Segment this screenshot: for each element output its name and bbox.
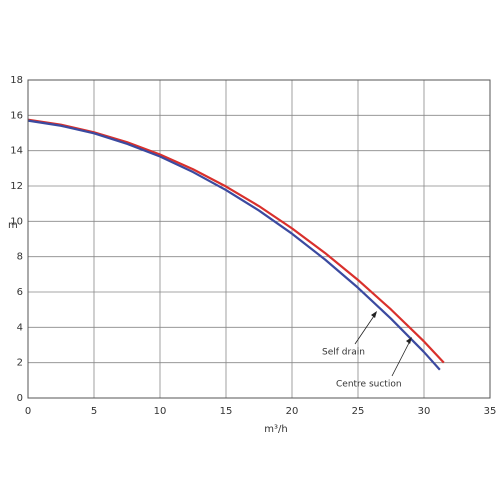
y-tick-label: 4 bbox=[17, 322, 23, 333]
x-tick-label: 30 bbox=[418, 406, 431, 417]
y-tick-label: 6 bbox=[17, 287, 23, 298]
x-axis-label: m³/h bbox=[264, 424, 287, 435]
series-line bbox=[27, 118, 445, 364]
y-tick-label: 12 bbox=[10, 181, 23, 192]
y-tick-label: 18 bbox=[10, 75, 23, 86]
x-tick-label: 5 bbox=[91, 406, 97, 417]
y-axis-label: m bbox=[8, 220, 18, 231]
y-tick-label: 8 bbox=[17, 252, 23, 263]
y-tick-label: 2 bbox=[17, 358, 23, 369]
x-tick-label: 0 bbox=[25, 406, 31, 417]
grid bbox=[27, 79, 491, 399]
x-tick-label: 15 bbox=[220, 406, 233, 417]
arrow-head bbox=[406, 337, 412, 344]
series-line bbox=[27, 119, 441, 371]
plot-frame bbox=[27, 79, 491, 399]
x-tick-label: 20 bbox=[286, 406, 299, 417]
y-tick-label: 16 bbox=[10, 110, 23, 121]
y-tick-label: 14 bbox=[10, 146, 23, 157]
y-tick-label: 10 bbox=[10, 216, 23, 227]
x-tick-label: 10 bbox=[154, 406, 167, 417]
legend-label: Centre suction bbox=[336, 380, 402, 390]
lines bbox=[27, 118, 445, 371]
arrow-head bbox=[371, 311, 377, 318]
legend-label: Self drain bbox=[322, 348, 365, 358]
x-tick-label: 35 bbox=[484, 406, 497, 417]
annotation-arrow bbox=[391, 338, 412, 377]
x-tick-label: 25 bbox=[352, 406, 365, 417]
annotation-arrow bbox=[354, 312, 377, 345]
y-tick-label: 0 bbox=[17, 393, 23, 404]
